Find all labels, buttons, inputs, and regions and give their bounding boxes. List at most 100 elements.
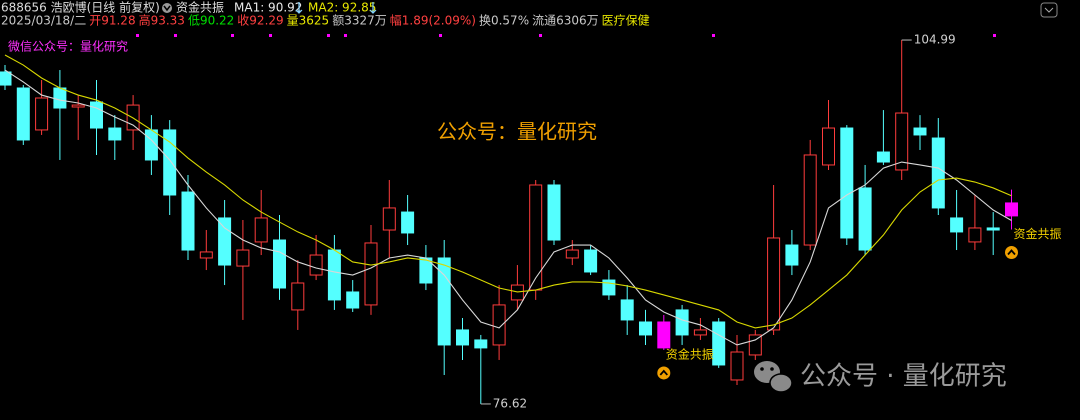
candle-body	[273, 239, 286, 289]
candle-body	[693, 329, 707, 336]
candle-body	[291, 282, 305, 311]
candle-body	[1005, 202, 1018, 217]
candle-body	[547, 184, 561, 241]
candle-body	[90, 101, 103, 129]
candle-body	[931, 137, 945, 209]
info-item: 收92.29	[237, 14, 283, 28]
candle-body	[199, 251, 213, 259]
ma-line	[4, 54, 1012, 329]
info-item: 高93.33	[139, 13, 185, 28]
collapse-button[interactable]	[1040, 2, 1058, 18]
marker-dot	[439, 34, 442, 37]
signal-icon-chevron	[1007, 249, 1016, 256]
annotation-label: 76.62	[493, 396, 527, 410]
info-item: 换0.57%	[479, 14, 529, 28]
info-item: 2025/03/18/二	[1, 14, 86, 28]
info-item: 低90.22	[188, 14, 234, 28]
candle-body	[913, 127, 927, 136]
candle-body	[712, 321, 726, 366]
candle-body	[584, 249, 598, 273]
info-item: 医疗保健	[602, 14, 650, 28]
info-item: 量3625	[287, 14, 330, 28]
candle-body	[986, 227, 1000, 231]
candle-body	[181, 191, 195, 251]
wechat-icon	[754, 361, 793, 393]
candle-body	[620, 299, 634, 321]
watermark-bottom-right: 公众号 · 量化研究	[800, 362, 1007, 392]
ma2-arrow	[369, 2, 377, 14]
collapse-icon	[1044, 7, 1054, 13]
header: 688656 浩欧博(日线 前复权) 资金共振 MA1: 90.92 MA2: …	[1, 0, 1058, 28]
candle-body	[327, 249, 341, 301]
marker-dot	[136, 34, 139, 37]
info-item: 流通6306万	[532, 14, 599, 28]
candle-body	[950, 217, 964, 233]
candle-body	[71, 104, 85, 108]
candle-body	[346, 291, 360, 309]
top-dots	[136, 34, 996, 37]
candle-body	[858, 187, 872, 251]
marker-dot	[993, 34, 996, 37]
candle-body	[309, 254, 323, 276]
candle-body	[565, 249, 579, 259]
candle-body	[236, 249, 250, 267]
candle-body	[529, 184, 543, 291]
marker-dot	[174, 34, 177, 37]
candle-body	[767, 237, 781, 331]
marker-dot	[344, 34, 347, 37]
marker-dot	[269, 34, 272, 37]
ma-line	[4, 69, 1012, 346]
ma2-label: MA2: 92.85	[308, 1, 376, 15]
signal-icon	[657, 366, 671, 380]
candle-body	[0, 71, 12, 86]
candle-body	[639, 321, 652, 336]
candle-body	[254, 217, 268, 243]
info-item: 幅1.89(2.09%)	[390, 13, 476, 28]
candle-body	[456, 329, 469, 346]
candle-body	[163, 129, 177, 196]
signal-icon-chevron	[659, 369, 668, 376]
candle-body	[895, 112, 909, 171]
marker-dot	[712, 34, 715, 37]
watermark-top-left: 微信公众号：量化研究	[8, 39, 128, 54]
candle-body	[748, 334, 762, 356]
candle-body	[53, 87, 67, 109]
candle-body	[730, 351, 744, 381]
stock-name: 688656 浩欧博(日线 前复权)	[1, 0, 160, 15]
info-line: 2025/03/18/二 开91.28 高93.33 低90.22 收92.29 量362…	[1, 13, 650, 28]
candle-body	[968, 227, 982, 243]
candle-body	[840, 127, 854, 239]
candle-body	[108, 127, 122, 141]
indicator-name: 资金共振	[176, 0, 224, 15]
candle-body	[218, 217, 232, 266]
candle-body	[364, 242, 378, 306]
candle-body	[16, 87, 30, 141]
candle-body	[401, 211, 415, 234]
candle-body	[35, 97, 49, 131]
indicator-icon-arrow	[163, 5, 171, 12]
candle-body	[785, 244, 799, 266]
info-item: 额3327万	[332, 14, 387, 28]
indicator-icon	[162, 3, 172, 13]
candle-body	[803, 154, 817, 246]
signal-icon	[1005, 245, 1018, 259]
candle-body	[382, 207, 396, 231]
watermark-center: 公众号：量化研究	[437, 120, 597, 144]
marker-dot	[539, 34, 542, 37]
candle-body	[675, 309, 689, 336]
annotation-label: 104.99	[914, 33, 956, 47]
candle-body	[474, 339, 488, 349]
signal-label: 资金共振	[666, 346, 714, 361]
candle-body	[657, 321, 671, 349]
candle-body	[492, 304, 506, 346]
candle-body	[876, 151, 890, 163]
signal-label: 资金共振	[1014, 226, 1062, 241]
marker-dot	[327, 34, 330, 37]
ma1-label: MA1: 90.92	[234, 1, 302, 15]
info-item: 开91.28	[89, 14, 135, 28]
candle-body	[822, 127, 835, 166]
marker-dot	[231, 34, 234, 37]
